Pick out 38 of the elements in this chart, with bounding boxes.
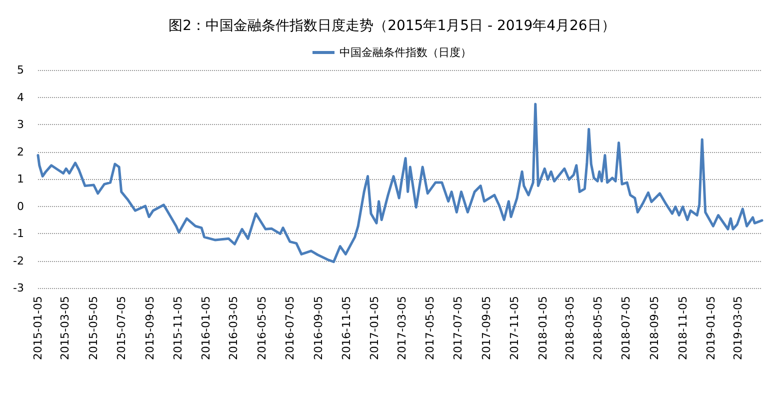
x-tick-label: 2018-01-05	[536, 296, 550, 360]
y-tick-label: -1	[13, 227, 24, 240]
chart-title: 图2：中国金融条件指数日度走势（2015年1月5日 - 2019年4月26日）	[168, 18, 616, 34]
y-tick-label: -2	[13, 254, 24, 268]
x-tick-label: 2018-03-05	[563, 296, 576, 360]
x-tick-label: 2017-09-05	[480, 296, 494, 360]
y-tick-label: -3	[13, 282, 24, 294]
x-tick-label: 2015-03-05	[58, 296, 72, 360]
x-tick-label: 2015-01-05	[32, 296, 44, 360]
x-tick-label: 2018-07-05	[620, 296, 633, 360]
x-tick-label: 2018-09-05	[648, 296, 662, 360]
x-tick-label: 2017-07-05	[452, 296, 465, 360]
x-tick-label: 2019-01-05	[704, 296, 718, 360]
legend-label: 中国金融条件指数（日度）	[340, 46, 472, 59]
line-series	[36, 102, 764, 264]
x-tick-label: 2017-01-05	[368, 296, 382, 360]
x-tick-label: 2015-07-05	[114, 296, 128, 360]
x-tick-label: 2015-09-05	[143, 296, 156, 360]
x-tick-label: 2017-05-05	[423, 296, 436, 360]
x-tick-label: 2016-01-05	[200, 296, 213, 360]
y-tick-label: 4	[17, 90, 24, 104]
y-tick-label: 3	[17, 118, 24, 131]
x-tick-label: 2016-11-05	[340, 296, 354, 360]
x-tick-label: 2016-03-05	[227, 296, 240, 360]
x-tick-label: 2016-07-05	[283, 296, 296, 360]
x-tick-label: 2019-03-05	[732, 296, 745, 360]
x-tick-label: 2015-05-05	[86, 296, 100, 360]
x-tick-label: 2018-11-05	[676, 296, 690, 360]
x-tick-label: 2018-05-05	[592, 296, 605, 360]
y-tick-label: 5	[17, 64, 24, 76]
y-tick-label: 1	[17, 172, 24, 186]
y-tick-label: 0	[17, 200, 24, 213]
x-tick-label: 2015-11-05	[172, 296, 185, 360]
y-tick-label: 2	[17, 145, 24, 158]
x-tick-label: 2016-05-05	[255, 296, 268, 360]
x-tick-label: 2016-09-05	[312, 296, 325, 360]
x-tick-label: 2017-03-05	[395, 296, 408, 360]
x-tick-label: 2017-11-05	[508, 296, 522, 360]
